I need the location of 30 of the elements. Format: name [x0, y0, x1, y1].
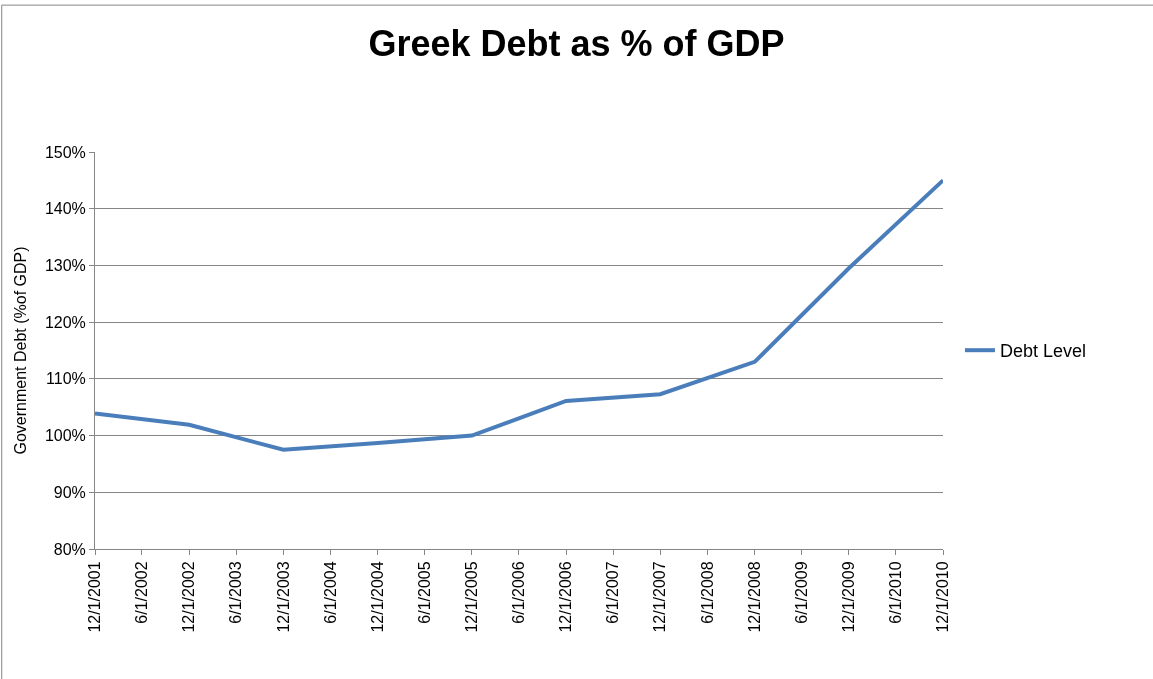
x-tick-label: 12/1/2001: [86, 561, 104, 633]
x-tick-label: 12/1/2004: [368, 561, 386, 633]
x-tick-label: 12/1/2009: [840, 561, 858, 633]
y-tick-label: 120%: [44, 313, 86, 331]
x-tick-label: 12/1/2010: [934, 561, 952, 633]
x-tick-label: 12/1/2003: [274, 561, 292, 633]
x-tick-label: 6/1/2006: [510, 561, 528, 624]
x-tick-label: 12/1/2008: [745, 561, 763, 633]
y-axis-title: Government Debt (%of GDP): [11, 246, 29, 455]
x-tick-label: 12/1/2007: [651, 561, 669, 633]
x-tick-label: 12/1/2002: [180, 561, 198, 633]
y-tick-label: 130%: [44, 257, 86, 275]
x-tick-label: 6/1/2008: [698, 561, 716, 624]
y-tick-label: 150%: [44, 143, 86, 161]
x-tick-label: 6/1/2007: [604, 561, 622, 624]
x-tick-label: 6/1/2002: [133, 561, 151, 624]
x-tick-label: 6/1/2010: [886, 561, 904, 624]
chart-title: Greek Debt as % of GDP: [368, 22, 785, 64]
x-tick-label: 6/1/2009: [792, 561, 810, 624]
x-tick-label: 6/1/2003: [227, 561, 245, 624]
y-tick-label: 140%: [44, 200, 86, 218]
x-tick-label: 12/1/2006: [557, 561, 575, 633]
y-tick-label: 90%: [53, 483, 86, 501]
x-tick-label: 6/1/2005: [415, 561, 433, 624]
y-tick-label: 110%: [46, 370, 86, 388]
x-tick-label: 6/1/2004: [321, 561, 339, 624]
y-tick-label: 100%: [44, 427, 86, 445]
legend-label: Debt Level: [999, 341, 1087, 362]
y-tick-label: 80%: [53, 540, 86, 558]
x-tick-label: 12/1/2005: [463, 561, 481, 633]
